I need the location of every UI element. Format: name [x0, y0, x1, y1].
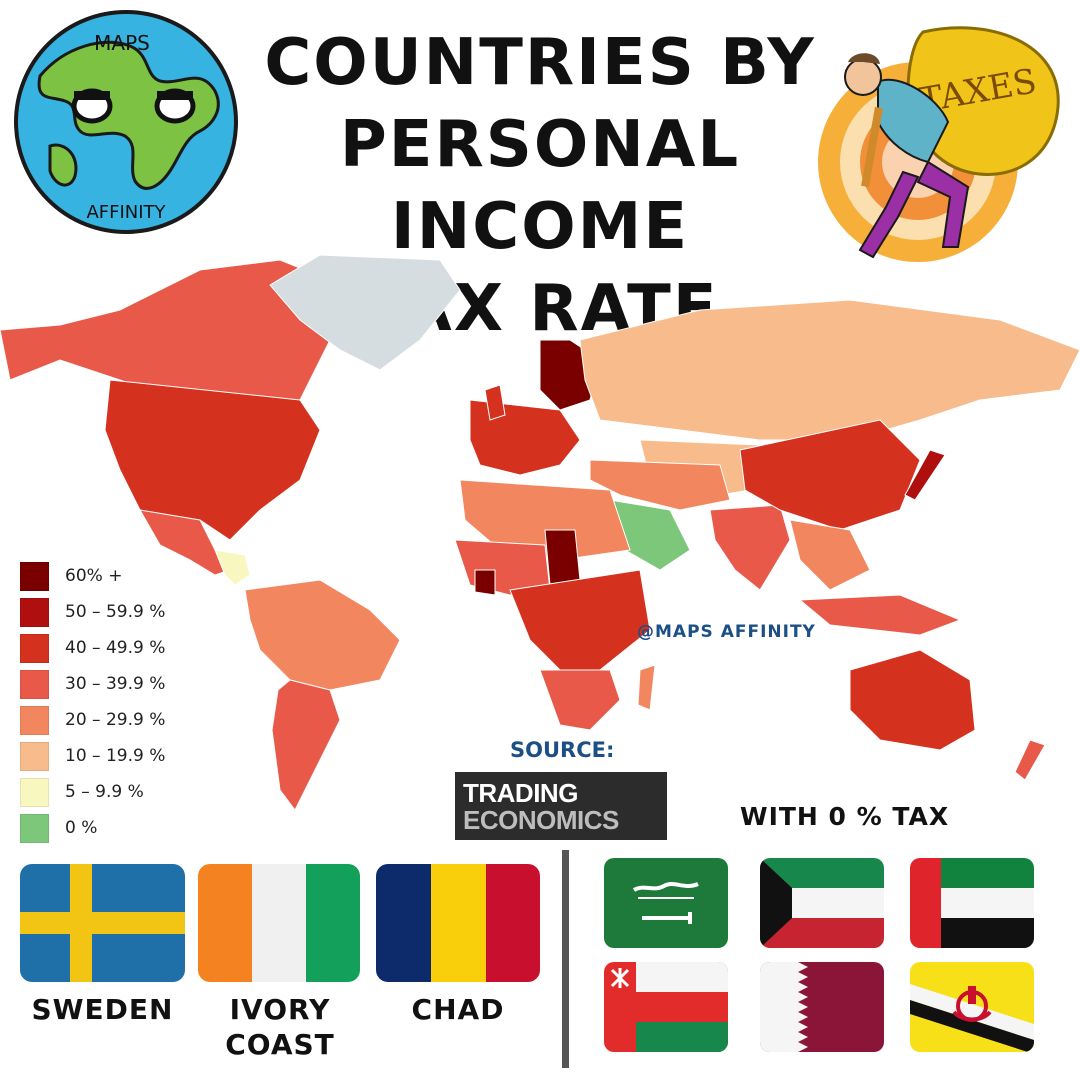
legend-item: 20 – 29.9 % [20, 702, 165, 738]
country-label-sweden: SWEDEN [31, 993, 174, 1026]
legend-item: 10 – 19.9 % [20, 738, 165, 774]
canada-region [0, 259, 341, 411]
trading-economics-logo: TRADING ECONOMICS [455, 772, 667, 840]
legend-item: 60% + [20, 558, 165, 594]
zero-tax-heading: WITH 0 % TAX [740, 802, 950, 831]
legend-label: 0 % [65, 818, 98, 838]
legend-swatch [20, 777, 49, 807]
logo-line-2: ECONOMICS [463, 805, 619, 835]
legend-label: 50 – 59.9 % [65, 602, 166, 622]
kuwait-flag [760, 858, 884, 948]
japan-region [904, 449, 946, 501]
chad-flag [376, 864, 540, 982]
south-america-north [244, 579, 401, 691]
legend-item: 30 – 39.9 % [20, 666, 165, 702]
greenland-region [269, 254, 461, 371]
turkey-iran-region [589, 459, 731, 511]
western-europe-region [469, 399, 581, 476]
legend-swatch [20, 813, 49, 843]
sweden-flag [20, 864, 185, 982]
legend-item: 40 – 49.9 % [20, 630, 165, 666]
qatar-flag [760, 962, 884, 1052]
logo-line-1: TRADING [463, 778, 578, 808]
taxes-illustration: TAXES [818, 26, 1060, 262]
chad-region [544, 529, 581, 586]
usa-region [104, 379, 321, 541]
legend-swatch [20, 597, 49, 627]
legend-label: 5 – 9.9 % [65, 782, 144, 802]
legend-item: 0 % [20, 810, 165, 846]
legend-item: 50 – 59.9 % [20, 594, 165, 630]
country-label-ivory-coast: IVORY COAST [225, 993, 335, 1061]
logo-bottom-text: AFFINITY [86, 202, 166, 223]
russia-region [579, 299, 1080, 441]
legend-swatch [20, 741, 49, 771]
uk-region [484, 384, 506, 421]
ivory-coast-region [474, 569, 496, 596]
australia-region [849, 649, 976, 751]
maps-affinity-logo: MAPS AFFINITY [14, 10, 238, 234]
oman-flag [604, 962, 728, 1052]
brunei-flag [910, 962, 1034, 1052]
legend: 60% + 50 – 59.9 % 40 – 49.9 % 30 – 39.9 … [20, 558, 165, 846]
legend-label: 20 – 29.9 % [65, 710, 166, 730]
divider [562, 850, 569, 1068]
madagascar-region [637, 664, 656, 711]
southern-africa-region [539, 669, 621, 731]
legend-label: 30 – 39.9 % [65, 674, 166, 694]
title-line-2: PERSONAL INCOME [339, 108, 741, 264]
southeast-asia-region [789, 519, 871, 591]
legend-swatch [20, 669, 49, 699]
central-america-region [214, 549, 251, 586]
legend-label: 10 – 19.9 % [65, 746, 166, 766]
world-map [0, 254, 1080, 811]
new-zealand-region [1014, 739, 1046, 781]
logo-top-text: MAPS [94, 31, 150, 55]
china-region [739, 419, 921, 531]
legend-label: 40 – 49.9 % [65, 638, 166, 658]
legend-label: 60% + [65, 566, 123, 586]
indonesia-region [798, 594, 962, 636]
india-region [709, 504, 791, 591]
social-handle: @MAPS AFFINITY [637, 622, 816, 642]
uae-flag [910, 858, 1034, 948]
south-america-south [271, 679, 341, 811]
legend-swatch [20, 705, 49, 735]
mexico-region [139, 509, 231, 576]
source-label: SOURCE: [510, 738, 615, 762]
title-line-1: COUNTRIES BY [264, 26, 816, 100]
legend-item: 5 – 9.9 % [20, 774, 165, 810]
saudi-arabia-flag [604, 858, 728, 948]
country-label-chad: CHAD [411, 993, 505, 1026]
ivory-coast-flag [198, 864, 360, 982]
legend-swatch [20, 561, 49, 591]
legend-swatch [20, 633, 49, 663]
